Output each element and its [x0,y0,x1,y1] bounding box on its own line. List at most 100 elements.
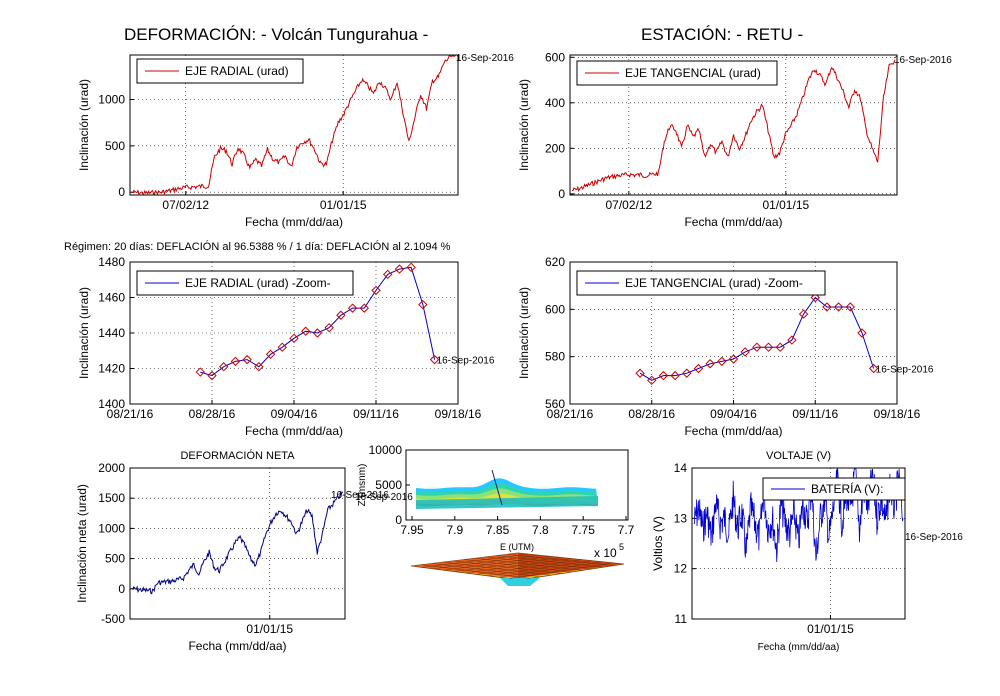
data-point [254,362,264,372]
tick-label-x: 09/11/16 [792,407,838,421]
tick-label-y: 1460 [98,291,125,305]
tick-label-y: 580 [545,350,565,364]
data-point [868,363,879,374]
tick-label-x: 01/01/15 [762,198,809,212]
tick-label-x: 01/01/15 [320,198,367,212]
data-point [265,349,276,360]
data-point [705,359,715,369]
legend-label: EJE TANGENCIAL (urad) [625,66,761,80]
legend-label: EJE TANGENCIAL (urad) -Zoom- [625,276,803,290]
tick-label-x: 7.75 [572,523,596,537]
tick-label-x: 7.85 [486,523,510,537]
mesh-line [485,556,593,569]
tick-label-y: 1000 [98,521,125,535]
chart-3d: 0 5000 10000 7.95 7.9 7.85 7.8 7.75 7.7 E (UTM) Z … [355,443,635,586]
chart-radial: 07/02/12 01/01/15 0 500 1000 16-Sep-2016 EJE R… [77,53,514,229]
data-point [693,363,704,374]
data-point [845,302,855,312]
end-date-label: 16-Sep-2016 [876,365,934,376]
tick-label-y: 14 [674,461,688,475]
tick-label-x: 09/18/16 [435,407,482,421]
chart-tangencial-zoom: 08/21/16 08/28/16 09/04/16 09/11/16 09/18/16… [517,255,934,438]
tick-label-y: 12 [674,562,688,576]
tick-label-x: 08/28/16 [189,407,236,421]
y-axis-label: Inclinación neta (urad) [75,484,89,603]
tick-label-y: 2000 [98,461,125,475]
legend-box [136,270,354,296]
data-point [682,368,692,378]
x-axis-label: Fecha (mm/dd/aa) [188,639,286,653]
x-axis-label: Fecha (mm/dd/aa) [245,215,343,229]
tick-label-y: 11 [675,612,688,626]
data-point [647,375,657,386]
mesh-line [496,555,604,568]
tick-label-x: 01/01/15 [246,622,293,636]
end-date-label: 16-Sep-2016 [456,53,514,64]
data-point [383,269,393,280]
tick-label-y: 0 [118,185,125,199]
data-point [857,328,867,338]
legend-label: BATERÍA (V): [811,481,883,496]
data-point [833,302,844,312]
x-axis-label: Fecha (mm/dd/aa) [684,215,782,229]
y-axis-label: Inclinación (urad) [517,287,531,379]
series-line-radial [131,54,457,196]
data-point [775,342,785,352]
tick-label-x: 01/01/15 [807,622,854,636]
data-point [670,370,680,381]
tick-label-x: 08/28/16 [628,407,675,421]
tick-label-z: 0 [395,513,402,527]
tick-label-y: -500 [101,612,125,626]
chart-neta: 01/01/15 -500 0 500 1000 1500 2000 16-Sep-2016 D… [75,449,389,653]
tick-label-x: 08/21/16 [547,407,594,421]
mesh-line [475,558,583,571]
needle-marker [491,469,503,506]
data-point [728,354,739,364]
regimen-text: Régimen: 20 días: DEFLACIÓN al 96.5388 %… [64,241,451,253]
end-date-label: 16-Sep-2016 [331,490,389,501]
tick-label-y: 1500 [98,491,125,505]
tick-label-y: 600 [545,302,565,316]
tick-label-z: 5000 [375,478,402,492]
data-point [658,370,669,381]
tick-label-x: 7.8 [532,523,549,537]
x-axis-label: Fecha (mm/dd/aa) [245,424,343,438]
chart-voltaje: 01/01/15 11 12 13 14 16-Sep-2016 BATERÍA (V): V… [651,450,963,653]
tick-label-x: 09/04/16 [710,407,757,421]
tick-label-y: 1420 [98,362,125,376]
series-line-neta [131,490,344,595]
chart-tangencial: 07/02/12 01/01/15 0 200 400 600 16-Sep-2016 EJE… [517,50,952,229]
tick-label-x: 7.9 [446,523,463,537]
data-point [195,367,205,377]
data-point [289,333,299,344]
tick-label-y: 1480 [98,255,125,269]
chart-title: VOLTAJE (V) [766,450,831,462]
y-axis-label: Inclinación (urad) [517,79,531,171]
data-point [740,347,750,357]
data-point [429,354,440,365]
y-axis-label: Inclinación (urad) [77,287,91,379]
terrain-base [416,496,598,509]
mesh-line [507,554,614,566]
tick-label-y: 0 [118,582,125,596]
tick-label-x: 07/02/12 [162,198,209,212]
tick-label-y: 200 [545,141,565,155]
mesh-line [498,561,603,578]
data-point [301,326,311,336]
data-point [798,309,809,319]
data-point [763,342,774,352]
data-point [242,354,252,365]
data-point [635,368,645,378]
mesh-line [465,558,572,574]
tick-label-y: 560 [545,397,565,411]
data-point [312,328,323,338]
end-date-label: 16-Sep-2016 [905,532,963,543]
data-point [336,310,346,320]
tick-label-x: 09/04/16 [271,407,318,421]
tick-label-x: 7.95 [400,523,424,537]
data-point [277,342,287,352]
data-point [406,262,416,273]
end-date-label: 16-Sep-2016 [894,55,952,66]
x-axis-label: E (UTM) [500,542,534,552]
tick-label-y: 13 [674,511,688,525]
